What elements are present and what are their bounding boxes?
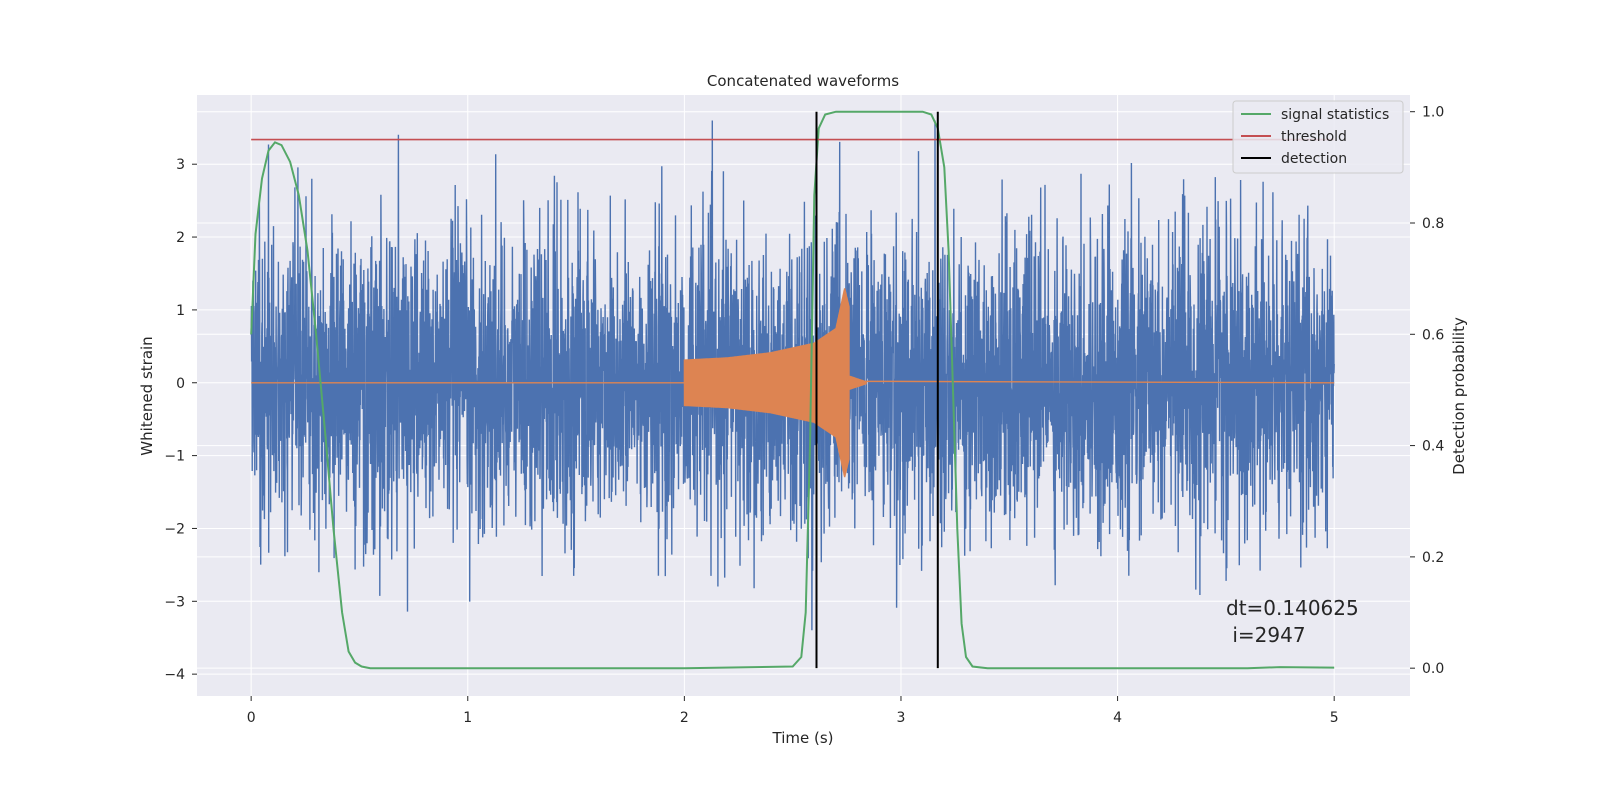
y2-tick-label: 0.6: [1422, 327, 1444, 343]
x-tick-label: 1: [463, 710, 472, 726]
y2-tick-label: 0.4: [1422, 439, 1444, 455]
y-tick-label: 1: [176, 303, 185, 319]
legend: signal statistics threshold detection: [1232, 100, 1404, 174]
legend-label-signal-statistics: signal statistics: [1281, 107, 1389, 123]
strain-noise-series: [250, 120, 1335, 631]
y2-tick-label: 1.0: [1422, 105, 1444, 121]
x-tick-label: 3: [897, 710, 906, 726]
y2-tick-label: 0.0: [1422, 661, 1444, 677]
y-tick-label: −2: [164, 521, 185, 537]
signal-statistics-series: [250, 110, 1335, 670]
annotation-dt: dt=0.140625: [1226, 596, 1359, 620]
legend-label-detection: detection: [1281, 151, 1347, 167]
x-tick-label: 4: [1113, 710, 1122, 726]
y-tick-label: 0: [176, 376, 185, 392]
y2-axis-label: Detection probability: [1450, 317, 1468, 475]
injection-chirp-series: [251, 288, 1335, 478]
y2-tick-label: 0.8: [1422, 216, 1444, 232]
annotation-i: i=2947: [1226, 623, 1306, 647]
legend-box: [1232, 100, 1404, 174]
y-tick-label: −3: [164, 594, 185, 610]
chart-title: Concatenated waveforms: [707, 72, 899, 90]
y-tick-label: 3: [176, 157, 185, 173]
y-tick-label: 2: [176, 230, 185, 246]
y2-tick-label: 0.2: [1422, 550, 1444, 566]
y-axis-label: Whitened strain: [138, 336, 156, 455]
x-tick-label: 2: [680, 710, 689, 726]
x-axis-label: Time (s): [772, 729, 834, 747]
legend-label-threshold: threshold: [1281, 129, 1347, 145]
y-tick-label: −1: [164, 449, 185, 465]
x-tick-label: 0: [247, 710, 256, 726]
y-tick-label: −4: [164, 667, 185, 683]
x-tick-label: 5: [1330, 710, 1339, 726]
